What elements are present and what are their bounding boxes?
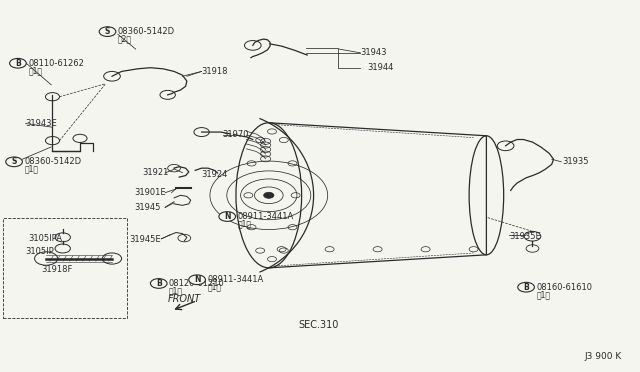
Text: （1）: （1） [237,219,252,228]
Circle shape [10,58,26,68]
Text: 08360-5142D: 08360-5142D [118,27,175,36]
Text: 08360-5142D: 08360-5142D [24,157,81,166]
Text: 31935E: 31935E [509,232,541,241]
Circle shape [150,279,167,288]
Text: 31943: 31943 [360,48,387,57]
Text: 31918: 31918 [202,67,228,76]
Text: N: N [224,212,230,221]
Text: S: S [105,27,110,36]
Text: 31921: 31921 [142,169,168,177]
Text: 3105IP: 3105IP [26,247,54,256]
Text: 08911-3441A: 08911-3441A [207,275,264,284]
Text: （2）: （2） [118,35,132,44]
Text: 3105IPA: 3105IPA [28,234,62,243]
Text: B: B [524,283,529,292]
Text: 31944: 31944 [367,63,394,72]
Circle shape [99,27,116,36]
Text: 31924: 31924 [202,170,228,179]
Text: SEC.310: SEC.310 [298,321,339,330]
Text: （1）: （1） [207,283,221,292]
Text: 31945E: 31945E [129,235,161,244]
Text: 08911-3441A: 08911-3441A [237,212,294,221]
Circle shape [219,212,236,221]
Text: B: B [156,279,161,288]
Text: 31901E: 31901E [134,188,166,197]
Text: （1）: （1） [169,286,183,295]
Text: （1）: （1） [536,290,550,299]
Text: （1）: （1） [24,165,38,174]
Text: 31943E: 31943E [26,119,58,128]
Text: B: B [15,59,20,68]
Text: 31935: 31935 [562,157,588,166]
Text: 31970: 31970 [223,130,249,139]
Circle shape [189,275,205,285]
Circle shape [6,157,22,167]
Text: （1）: （1） [28,66,42,75]
Text: 08160-61610: 08160-61610 [536,283,593,292]
Text: 08120-61210: 08120-61210 [169,279,225,288]
Text: 31945: 31945 [134,203,161,212]
Text: N: N [194,275,200,284]
Text: FRONT: FRONT [168,294,201,304]
Text: 31918F: 31918F [42,265,73,274]
Text: S: S [12,157,17,166]
Text: J3 900 K: J3 900 K [585,352,622,361]
Text: 08110-61262: 08110-61262 [28,59,84,68]
Circle shape [518,282,534,292]
Circle shape [264,192,274,198]
